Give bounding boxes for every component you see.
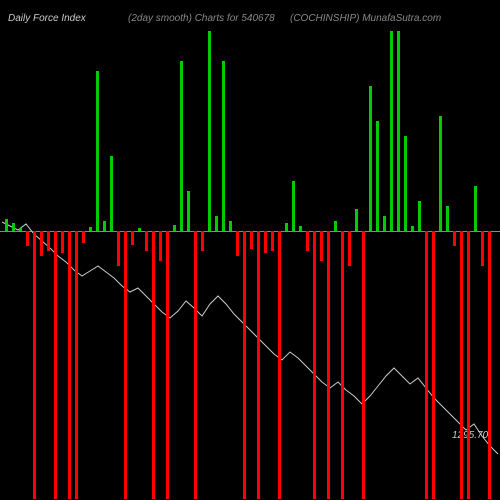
force-bar bbox=[299, 226, 302, 231]
force-bar bbox=[278, 231, 281, 499]
force-bar bbox=[12, 223, 15, 231]
force-bar bbox=[131, 231, 134, 245]
force-bar bbox=[327, 231, 330, 499]
force-bar bbox=[145, 231, 148, 251]
force-bar bbox=[334, 221, 337, 231]
force-bar bbox=[348, 231, 351, 266]
force-bar bbox=[103, 221, 106, 231]
force-bar bbox=[138, 228, 141, 231]
force-bar bbox=[5, 219, 8, 231]
force-bar bbox=[159, 231, 162, 261]
force-bar bbox=[376, 121, 379, 231]
force-bar bbox=[82, 231, 85, 243]
force-bar bbox=[194, 231, 197, 499]
force-bar bbox=[110, 156, 113, 231]
force-bar bbox=[250, 231, 253, 249]
force-bar bbox=[61, 231, 64, 253]
force-bar bbox=[75, 231, 78, 499]
force-bar bbox=[481, 231, 484, 266]
force-bar bbox=[124, 231, 127, 499]
price-label: 1295.70 bbox=[452, 430, 488, 441]
force-bar bbox=[208, 31, 211, 231]
force-bar bbox=[264, 231, 267, 253]
force-bar bbox=[54, 231, 57, 499]
force-bar bbox=[411, 226, 414, 231]
force-bar bbox=[271, 231, 274, 251]
force-bar bbox=[166, 231, 169, 499]
force-bar bbox=[306, 231, 309, 251]
force-bar bbox=[47, 231, 50, 251]
force-bar bbox=[236, 231, 239, 256]
force-bar bbox=[313, 231, 316, 499]
force-bar bbox=[173, 225, 176, 231]
force-bar bbox=[383, 216, 386, 231]
force-bar bbox=[257, 231, 260, 499]
title-mid: (2day smooth) Charts for 540678 bbox=[128, 13, 275, 24]
force-bar bbox=[369, 86, 372, 231]
force-bar bbox=[460, 231, 463, 499]
force-bar bbox=[68, 231, 71, 499]
force-bar bbox=[355, 209, 358, 231]
force-bar bbox=[19, 228, 22, 231]
force-bar bbox=[432, 231, 435, 499]
force-index-chart: 1295.70 bbox=[0, 26, 500, 500]
title-left: Daily Force Index bbox=[8, 13, 86, 24]
force-bar bbox=[390, 31, 393, 231]
force-bar bbox=[418, 201, 421, 231]
force-bar bbox=[285, 223, 288, 231]
force-bar bbox=[96, 71, 99, 231]
force-bar bbox=[222, 61, 225, 231]
force-bar bbox=[40, 231, 43, 256]
force-bar bbox=[425, 231, 428, 499]
force-bar bbox=[453, 231, 456, 246]
force-bar bbox=[397, 31, 400, 231]
force-bar bbox=[201, 231, 204, 251]
force-bar bbox=[404, 136, 407, 231]
force-bar bbox=[180, 61, 183, 231]
force-bar bbox=[243, 231, 246, 499]
force-bar bbox=[341, 231, 344, 499]
chart-header: Daily Force Index (2day smooth) Charts f… bbox=[0, 8, 500, 28]
force-bar bbox=[488, 231, 491, 499]
force-bar bbox=[215, 216, 218, 231]
force-bar bbox=[439, 116, 442, 231]
force-bar bbox=[362, 231, 365, 499]
force-bar bbox=[26, 231, 29, 246]
force-bar bbox=[320, 231, 323, 261]
force-bar bbox=[229, 221, 232, 231]
force-bar bbox=[33, 231, 36, 499]
force-bar bbox=[467, 231, 470, 499]
force-bar bbox=[117, 231, 120, 266]
force-bar bbox=[187, 191, 190, 231]
force-bar bbox=[292, 181, 295, 231]
title-right: (COCHINSHIP) MunafaSutra.com bbox=[290, 13, 441, 24]
force-bar bbox=[89, 227, 92, 231]
force-bar bbox=[474, 186, 477, 231]
force-bar bbox=[446, 206, 449, 231]
force-bar bbox=[152, 231, 155, 499]
